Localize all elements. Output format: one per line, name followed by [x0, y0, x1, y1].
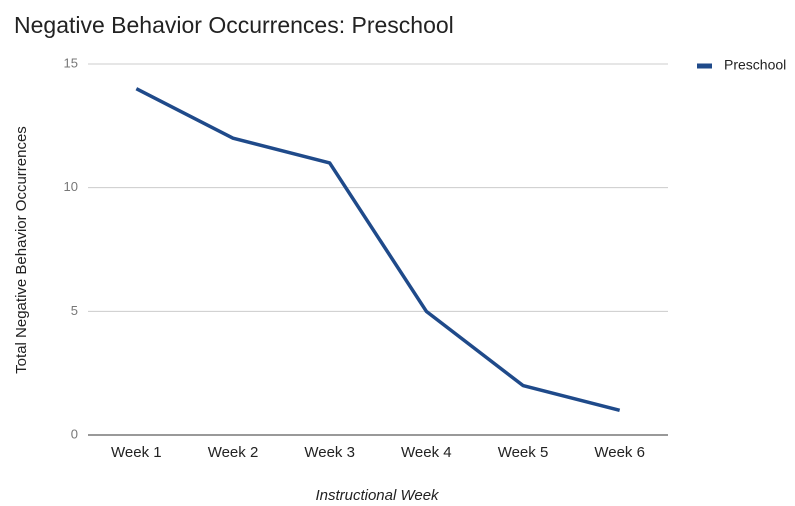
y-axis-label: Total Negative Behavior Occurrences	[13, 126, 30, 374]
x-tick-label: Week 2	[208, 444, 259, 461]
legend-label: Preschool	[724, 57, 786, 73]
y-tick-label: 0	[71, 426, 78, 441]
x-tick-label: Week 6	[594, 444, 645, 461]
x-axis-label: Instructional Week	[315, 487, 440, 504]
chart-title: Negative Behavior Occurrences: Preschool	[14, 12, 454, 38]
x-tick-label: Week 4	[401, 444, 452, 461]
y-tick-label: 5	[71, 303, 78, 318]
line	[135, 87, 621, 412]
y-tick-label: 15	[64, 55, 78, 70]
y-tick-label: 10	[64, 179, 78, 194]
x-tick-label: Week 3	[304, 444, 355, 461]
x-tick-label: Week 5	[498, 444, 549, 461]
x-tick-label: Week 1	[111, 444, 162, 461]
